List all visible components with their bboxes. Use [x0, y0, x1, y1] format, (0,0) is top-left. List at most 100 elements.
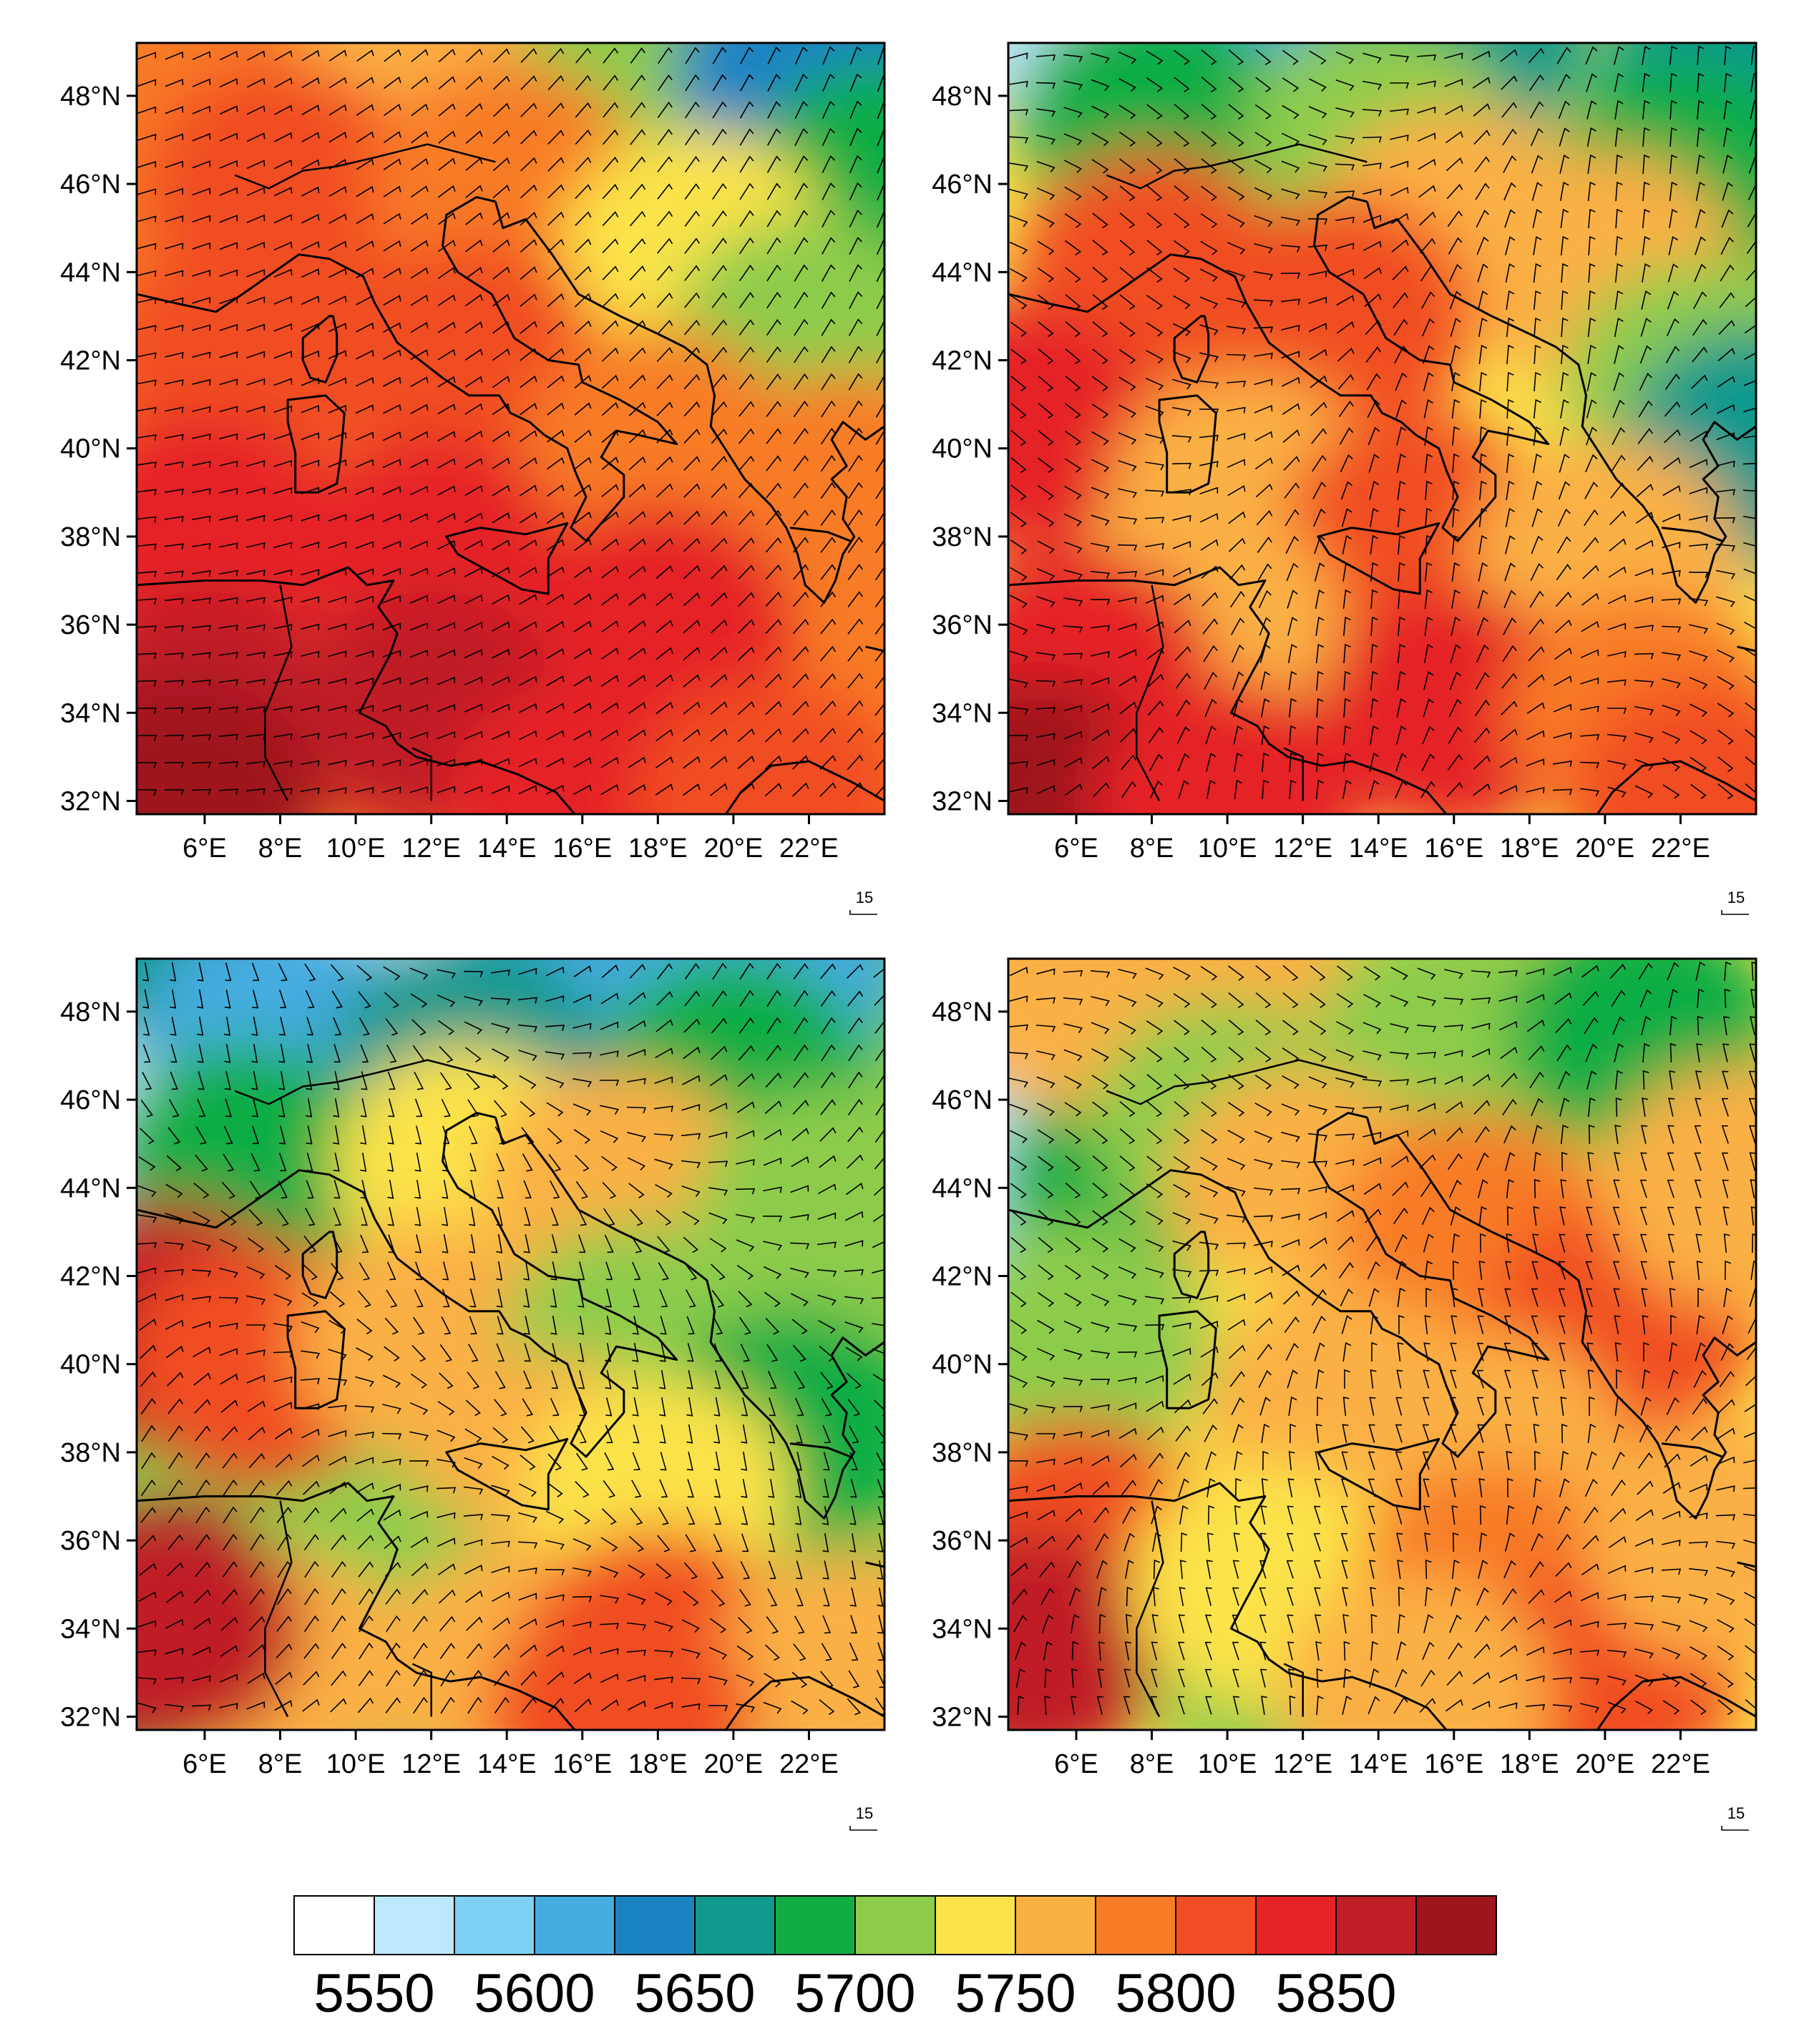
coastlines [137, 143, 884, 814]
colorbar-label: 5600 [474, 1963, 595, 2024]
coastlines [1008, 1059, 1756, 1730]
lon-tick-label: 8°E [1130, 833, 1174, 864]
wind-reference-label: 15 [1727, 1804, 1745, 1822]
colorbar-swatch [454, 1895, 535, 1955]
colorbar-swatch [1335, 1895, 1417, 1955]
field-blob [1091, 679, 1364, 814]
wind-reference-label: 15 [856, 1804, 873, 1822]
lon-tick-label: 6°E [1054, 1749, 1098, 1779]
height-field [1008, 43, 1756, 814]
lat-tick-label: 42°N [60, 1262, 121, 1292]
lat-tick-label: 44°N [60, 1173, 121, 1203]
colorbar-swatch [854, 1895, 936, 1955]
lon-tick-label: 14°E [1349, 1749, 1408, 1779]
height-field [137, 43, 884, 814]
lat-tick-label: 42°N [60, 346, 121, 376]
lat-tick-label: 48°N [60, 997, 121, 1027]
field-blob [484, 1595, 756, 1730]
lon-tick-label: 22°E [1651, 833, 1710, 864]
lon-tick-label: 16°E [1424, 1749, 1483, 1779]
lon-tick-label: 14°E [1349, 833, 1408, 864]
colorbar-swatch [374, 1895, 455, 1955]
lat-tick-label: 36°N [932, 610, 993, 640]
colorbar-swatch [293, 1895, 375, 1955]
wind-reference-barb [849, 1826, 877, 1831]
wind-barbs [137, 46, 884, 798]
lat-tick-label: 46°N [60, 170, 121, 200]
wind-reference-barb [849, 910, 877, 915]
map-panel-3: 48°N 46°N 44°N 42°N 40°N 38°N 36°N 34°N 32°N 6°E 8… [60, 957, 886, 1831]
lat-tick-label: 42°N [932, 1262, 993, 1292]
colorbar-swatch [1015, 1895, 1096, 1955]
lat-tick-label: 42°N [932, 346, 993, 376]
lon-tick-label: 10°E [1198, 833, 1257, 864]
lon-tick-label: 12°E [1273, 1749, 1332, 1779]
colorbar: 5550 5600 5650 5700 5750 5800 5850 [293, 1895, 1497, 2024]
coastlines [1008, 143, 1756, 814]
colorbar-label: 5550 [313, 1963, 434, 2024]
colorbar-label: 5750 [955, 1963, 1076, 2024]
lat-tick-label: 34°N [60, 698, 121, 728]
lon-tick-label: 20°E [1575, 833, 1634, 864]
colorbar-label: 5700 [794, 1963, 915, 2024]
lon-tick-label: 8°E [258, 1749, 303, 1779]
lat-tick-label: 36°N [932, 1526, 993, 1556]
coastlines [137, 1059, 884, 1730]
field-blob [137, 679, 322, 814]
lat-tick-label: 34°N [932, 698, 993, 728]
colorbar-swatch [1095, 1895, 1176, 1955]
colorbar-swatch [694, 1895, 776, 1955]
colorbar-swatch [1415, 1895, 1497, 1955]
lat-tick-label: 38°N [60, 522, 121, 552]
field-blob [1280, 1573, 1552, 1730]
field-blob [1601, 1066, 1756, 1310]
lat-tick-label: 40°N [60, 434, 121, 464]
lon-tick-label: 12°E [401, 833, 461, 864]
lon-tick-label: 18°E [1500, 833, 1559, 864]
colorbar-swatch [1255, 1895, 1337, 1955]
colorbar-swatch [534, 1895, 615, 1955]
lat-tick-label: 48°N [932, 82, 993, 112]
lat-tick-label: 44°N [932, 258, 993, 288]
panel-frame [135, 41, 886, 816]
lon-tick-label: 12°E [1273, 833, 1332, 864]
map-panel-2: 48°N 46°N 44°N 42°N 40°N 38°N 36°N 34°N 32°N 6°E 8… [932, 41, 1757, 915]
lat-tick-label: 36°N [60, 1526, 121, 1556]
lon-tick-label: 22°E [1651, 1749, 1710, 1779]
field-blob [711, 1550, 884, 1730]
colorbar-label: 5850 [1275, 1963, 1396, 2024]
field-blob [1008, 1529, 1167, 1730]
lat-tick-label: 32°N [60, 787, 121, 817]
colorbar-swatch [614, 1895, 696, 1955]
lat-tick-label: 32°N [932, 787, 993, 817]
lon-tick-label: 10°E [1198, 1749, 1257, 1779]
lon-tick-label: 6°E [182, 1749, 227, 1779]
panel-frame [1007, 957, 1757, 1731]
wind-reference-label: 15 [856, 889, 873, 906]
lat-tick-label: 44°N [60, 258, 121, 288]
field-blob [1563, 679, 1756, 814]
lat-tick-label: 40°N [932, 1350, 993, 1380]
lon-tick-label: 16°E [1424, 833, 1483, 864]
lon-tick-label: 10°E [326, 1749, 386, 1779]
lat-tick-label: 48°N [60, 82, 121, 112]
lat-tick-label: 38°N [60, 1438, 121, 1468]
colorbar-swatch [1175, 1895, 1257, 1955]
lat-tick-label: 46°N [932, 170, 993, 200]
height-field [137, 959, 884, 1730]
wind-reference-barb [1721, 910, 1749, 915]
lon-tick-label: 22°E [779, 1749, 839, 1779]
wind-barbs [1008, 961, 1756, 1716]
colorbar-swatch [935, 1895, 1016, 1955]
lat-tick-label: 46°N [932, 1085, 993, 1115]
lat-tick-label: 48°N [932, 997, 993, 1027]
colorbar-swatch [774, 1895, 856, 1955]
wind-reference-label: 15 [1727, 889, 1745, 906]
lon-tick-label: 6°E [1054, 833, 1098, 864]
field-blob [635, 679, 884, 814]
lon-tick-label: 20°E [703, 1749, 763, 1779]
lat-tick-label: 36°N [60, 610, 121, 640]
colorbar-label: 5800 [1115, 1963, 1236, 2024]
colorbar-label: 5650 [634, 1963, 755, 2024]
